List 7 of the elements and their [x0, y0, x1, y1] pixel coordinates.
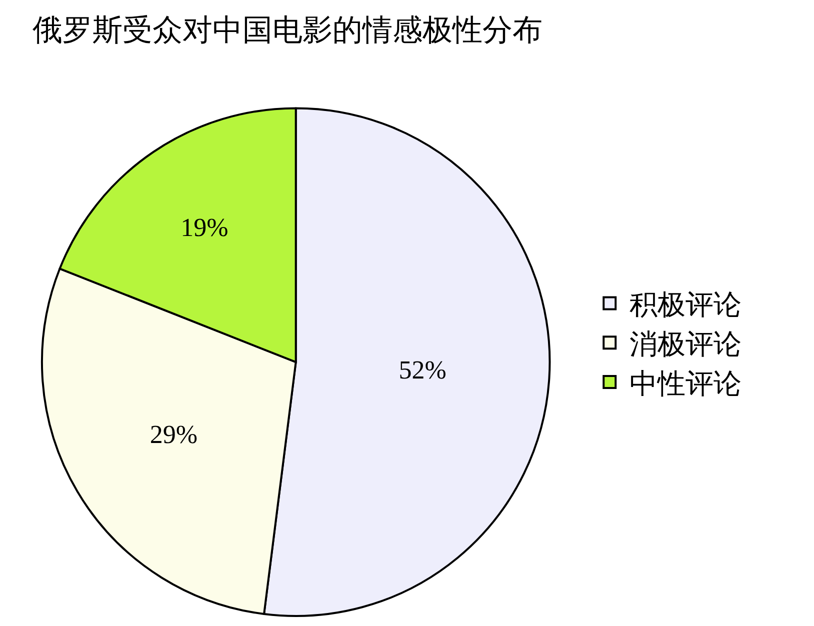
data-label: 19% — [180, 213, 228, 242]
chart-title: 俄罗斯受众对中国电影的情感极性分布 — [32, 12, 543, 48]
legend-label: 积极评论 — [630, 288, 742, 322]
data-label: 29% — [150, 420, 198, 449]
legend-label: 中性评论 — [630, 366, 742, 400]
data-label: 52% — [398, 356, 446, 385]
legend-label: 消极评论 — [630, 328, 742, 361]
